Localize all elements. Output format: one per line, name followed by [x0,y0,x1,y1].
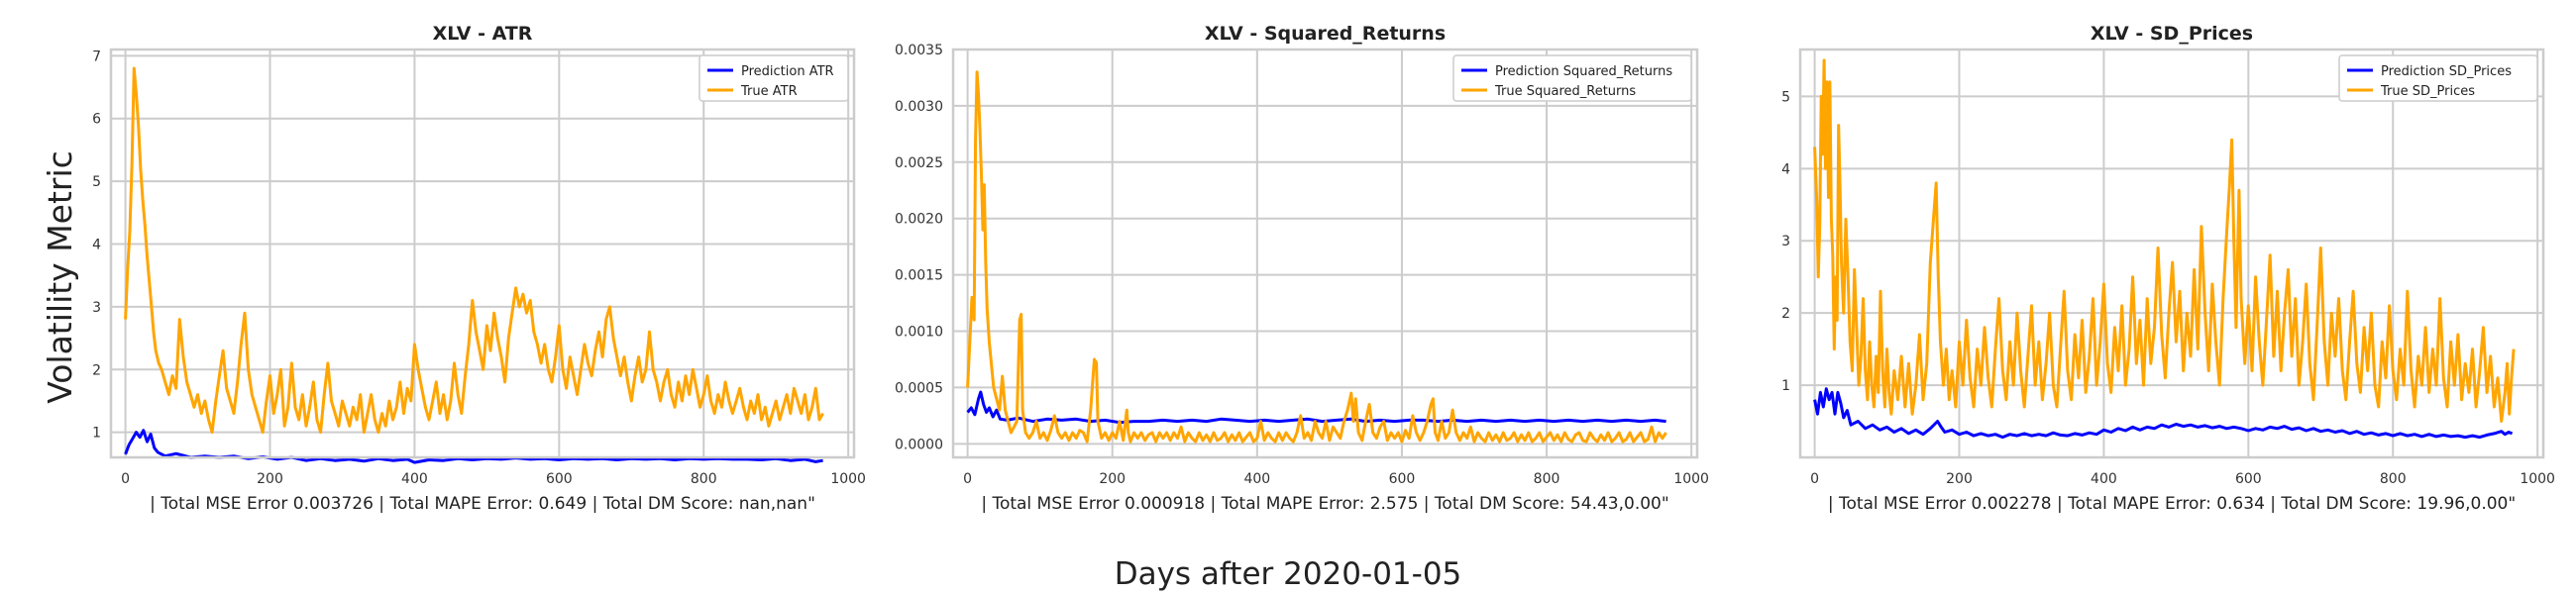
x-tick-label: 400 [2091,471,2117,487]
x-tick-label: 200 [257,471,283,487]
figure-ylabel: Volatility Metric [41,150,79,404]
y-tick-label: 4 [92,237,101,252]
y-tick-label: 0.0000 [895,437,943,452]
x-tick-label: 1000 [830,471,866,487]
legend-box [1452,54,1692,102]
y-tick-label: 1 [92,426,101,442]
series-line [124,429,823,464]
legend-label: Prediction SD_Prices [2381,64,2512,79]
legend-label: Prediction Squared_Returns [1495,64,1672,79]
y-tick-label: 5 [1781,89,1790,105]
y-tick-label: 0.0030 [895,99,943,115]
series-line [966,70,1667,444]
panel-xlabel: | Total MSE Error 0.002278 | Total MAPE … [1828,494,2516,514]
x-tick-label: 600 [1389,471,1416,487]
x-tick-label: 600 [546,471,573,487]
plot-area [953,50,1697,457]
legend-label: True Squared_Returns [1494,84,1636,99]
y-tick-label: 3 [92,300,101,316]
y-tick-label: 0.0025 [895,155,943,171]
panel-xlabel: | Total MSE Error 0.003726 | Total MAPE … [150,494,815,514]
y-tick-label: 2 [1781,306,1790,322]
x-tick-label: 400 [401,471,428,487]
legend-label: True SD_Prices [2380,84,2475,99]
y-tick-label: 4 [1781,161,1790,177]
x-tick-label: 200 [1099,471,1126,487]
panel-title: XLV - ATR [433,23,533,45]
x-tick-label: 1000 [2520,471,2555,487]
x-tick-label: 200 [1946,471,1973,487]
y-tick-label: 1 [1781,378,1790,394]
figure-xlabel: Days after 2020-01-05 [1115,556,1462,592]
panel-title: XLV - SD_Prices [2091,23,2253,45]
y-tick-label: 7 [92,49,101,64]
y-tick-label: 3 [1781,234,1790,249]
x-tick-label: 400 [1243,471,1270,487]
panel-atr: 0 200 400 600 800 1000 1 2 3 4 5 6 7 XLV - ATR | Total… [92,23,866,514]
series-line [1813,58,2516,423]
legend-label: True ATR [740,84,798,99]
panel-sd-prices: 0 200 400 600 800 1000 1 2 3 4 5 XLV - SD_Prices | T… [1781,23,2555,514]
x-tick-label: 0 [121,471,130,487]
x-tick-label: 800 [2380,471,2407,487]
x-tick-label: 800 [691,471,717,487]
legend-box [698,54,849,102]
y-tick-label: 0.0035 [895,43,943,58]
series-line [1813,387,2514,440]
y-tick-label: 0.0020 [895,212,943,228]
plot-frame [1798,48,2545,459]
y-tick-label: 6 [92,112,101,128]
series-line [966,390,1666,425]
legend-label: Prediction ATR [741,64,834,79]
x-tick-label: 800 [1534,471,1560,487]
panel-xlabel: | Total MSE Error 0.000918 | Total MAPE … [981,494,1668,514]
series-line [124,66,824,435]
y-tick-label: 0.0010 [895,325,943,341]
x-tick-label: 0 [1810,471,1819,487]
x-tick-label: 600 [2235,471,2262,487]
x-tick-label: 1000 [1673,471,1709,487]
plot-frame [951,48,1699,459]
x-tick-label: 0 [963,471,972,487]
y-tick-label: 2 [92,362,101,378]
panel-title: XLV - Squared_Returns [1205,23,1446,45]
legend-box [2338,54,2538,102]
panel-squared-returns: 0 200 400 600 800 1000 0.0000 0.0005 0.0010 0.001… [895,23,1709,514]
plot-area [111,50,854,457]
y-tick-label: 0.0005 [895,380,943,396]
y-tick-label: 5 [92,174,101,190]
plot-frame [109,48,856,459]
y-tick-label: 0.0015 [895,268,943,284]
